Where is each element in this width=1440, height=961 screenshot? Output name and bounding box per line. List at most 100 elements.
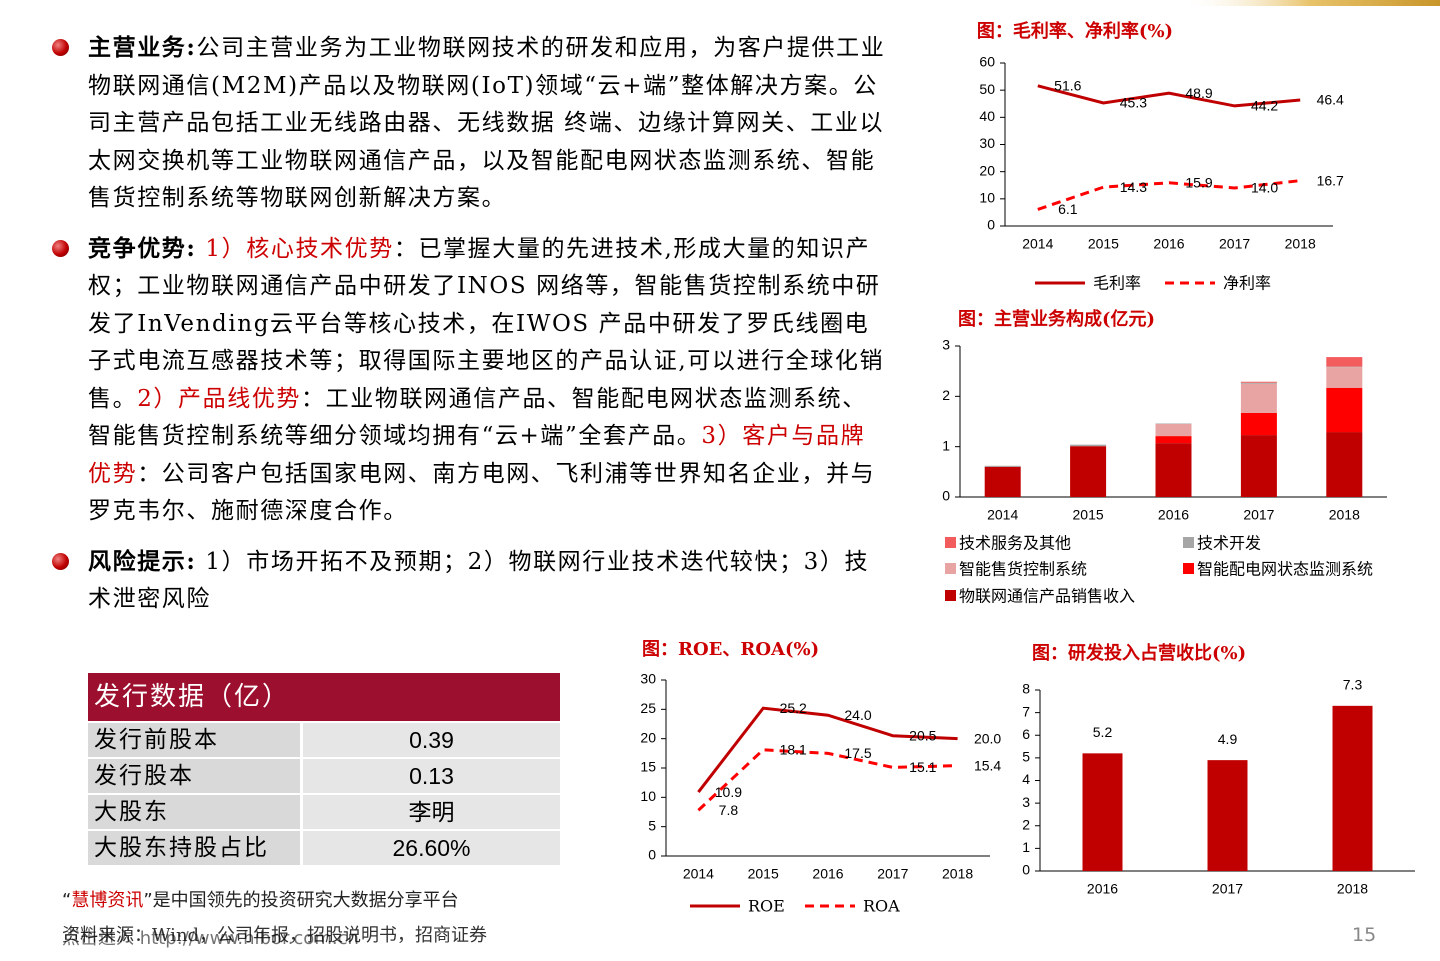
legend-swatch [1183, 563, 1194, 574]
y-tick-label: 10 [640, 788, 656, 804]
bar [1240, 381, 1277, 383]
legend-swatch [945, 563, 956, 574]
y-tick-label: 20 [640, 729, 656, 745]
y-tick-label: 40 [979, 108, 995, 124]
bullet: 竞争优势: 1）核心技术优势：已掌握大量的先进技术,形成大量的知识产权；工业物联… [52, 230, 888, 531]
y-tick-label: 3 [942, 337, 950, 353]
y-tick-label: 30 [640, 671, 656, 687]
bullet-text: 公司主营业务为工业物联网技术的研发和应用，为客户提供工业物联网通信(M2M)产品… [88, 35, 886, 211]
data-label: 5.2 [1093, 724, 1113, 740]
table-cell: 李明 [303, 795, 560, 829]
data-label: 44.2 [1251, 98, 1278, 114]
bullet: 风险提示: 1）市场开拓不及预期；2）物联网行业技术迭代较快；3）技术泄密风险 [52, 543, 888, 619]
y-tick-label: 10 [979, 190, 995, 206]
page-number: 15 [1352, 924, 1377, 946]
legend-label: 技术开发 [1197, 534, 1261, 553]
table-title: 发行数据（亿） [88, 673, 560, 721]
data-label: 4.9 [1218, 731, 1238, 747]
data-label: 15.9 [1185, 175, 1212, 191]
x-tick-label: 2016 [1153, 236, 1184, 252]
bar [1326, 366, 1363, 368]
x-tick-label: 2015 [748, 866, 779, 882]
x-tick-label: 2017 [1212, 881, 1243, 897]
bar [1326, 367, 1363, 388]
table-cell: 0.13 [303, 759, 560, 793]
table-row: 发行前股本 0.39 [88, 723, 560, 757]
slogan-text: “ [62, 890, 72, 911]
data-label: 24.0 [844, 707, 871, 723]
data-label: 48.9 [1185, 85, 1212, 101]
bar [1240, 435, 1277, 497]
bar [1155, 443, 1192, 497]
legend-label: 毛利率 [1093, 274, 1141, 293]
bullet-text: ：公司客户包括国家电网、南方电网、飞利浦等世界知名企业，并与罗克韦尔、施耐德深度… [88, 460, 876, 525]
bar [1326, 432, 1363, 497]
data-label: 14.0 [1251, 180, 1278, 196]
y-tick-label: 2 [1022, 816, 1030, 832]
bar [1155, 423, 1192, 425]
x-tick-label: 2018 [942, 866, 973, 882]
y-tick-label: 4 [1022, 771, 1030, 787]
bar [1155, 424, 1192, 437]
bullet-text: 1）市场开拓不及预期；2）物联网行业技术迭代较快；3）技术泄密风险 [88, 548, 870, 613]
x-tick-label: 2015 [1088, 236, 1119, 252]
data-label: 15.4 [974, 757, 1001, 773]
y-tick-label: 2 [942, 387, 950, 403]
chart-title: 图：主营业务构成(亿元) [958, 308, 1155, 330]
legend-label: 智能售货控制系统 [959, 560, 1087, 579]
link[interactable]: 点击进入 http://www.hibor.com.cn [62, 928, 359, 949]
bar [1240, 382, 1277, 384]
x-tick-label: 2016 [1158, 507, 1189, 523]
x-tick-label: 2016 [1087, 881, 1118, 897]
bullet-marker [52, 39, 69, 56]
x-tick-label: 2017 [1219, 236, 1250, 252]
table-row: 大股东持股占比 26.60% [88, 831, 560, 865]
table-row: 发行股本 0.13 [88, 759, 560, 793]
y-tick-label: 1 [942, 437, 950, 453]
line-series [1037, 84, 1301, 108]
data-label: 18.1 [780, 742, 807, 758]
x-tick-label: 2017 [1243, 507, 1274, 523]
data-label: 46.4 [1317, 92, 1344, 108]
chart-title: 图：研发投入占营收比(%) [1032, 642, 1246, 664]
legend-label: 智能配电网状态监测系统 [1197, 560, 1373, 579]
data-label: 16.7 [1317, 172, 1344, 188]
bullet-text: 1）核心技术优势 [196, 235, 394, 262]
x-tick-label: 2015 [1073, 507, 1104, 523]
top-decoration [1180, 0, 1440, 6]
data-label: 7.3 [1343, 677, 1363, 693]
bullet-list: 主营业务:公司主营业务为工业物联网技术的研发和应用，为客户提供工业物联网通信(M… [52, 29, 888, 631]
bar [1326, 387, 1363, 433]
bar [984, 466, 1021, 497]
y-tick-label: 0 [987, 217, 995, 233]
table-cell: 26.60% [303, 831, 560, 865]
data-label: 25.2 [780, 700, 807, 716]
line-series [697, 748, 958, 812]
y-tick-label: 0 [942, 488, 950, 504]
data-label: 20.5 [909, 727, 936, 743]
bar [1155, 436, 1192, 444]
y-tick-label: 50 [979, 81, 995, 97]
table-cell: 发行股本 [88, 759, 300, 793]
y-tick-label: 5 [1022, 749, 1030, 765]
x-tick-label: 2014 [683, 866, 714, 882]
legend-label: 物联网通信产品销售收入 [959, 587, 1135, 606]
slogan-text: 慧博资讯 [71, 890, 144, 911]
bullet-text: 2）产品线优势 [137, 385, 302, 412]
data-label: 10.9 [715, 784, 742, 800]
x-tick-label: 2014 [987, 507, 1018, 523]
x-tick-label: 2018 [1285, 236, 1316, 252]
legend-label: ROA [863, 897, 900, 916]
bar [1326, 357, 1363, 367]
table-cell: 0.39 [303, 723, 560, 757]
table-cell: 大股东 [88, 795, 300, 829]
bullet-text: ：已掌握大量的先进技术,形成大量的知识产权；工业物联网通信产品中研发了INOS … [88, 235, 885, 412]
data-label: 6.1 [1058, 201, 1078, 217]
bar [1082, 753, 1123, 871]
bullet-marker [52, 552, 69, 570]
bullet-label: 风险提示: [88, 547, 197, 575]
line-series [697, 706, 958, 793]
bar [1240, 383, 1277, 413]
